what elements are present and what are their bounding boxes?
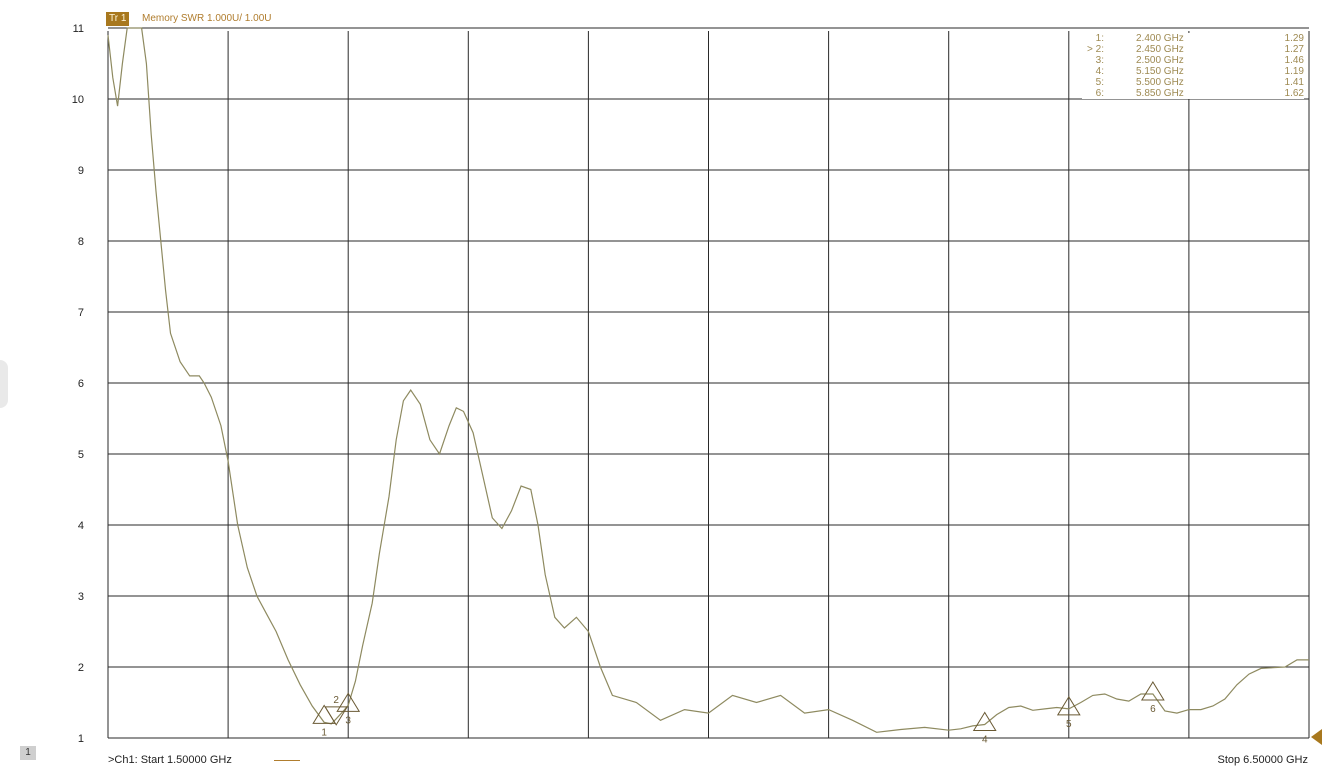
marker-table: 1: 2.400 GHz 1.29 > 2: 2.450 GHz 1.27 3:… — [1082, 33, 1304, 99]
marker-frequency: 2.450 GHz — [1136, 44, 1184, 55]
grid-lines — [107, 27, 1310, 739]
marker-row[interactable]: 3: 2.500 GHz 1.46 — [1082, 55, 1304, 66]
y-axis-ticks: 1 2 3 4 5 6 7 8 9 10 11 — [72, 23, 84, 745]
marker-row[interactable]: 4: 5.150 GHz 1.19 — [1082, 66, 1304, 77]
swr-trace-line — [107, 27, 1309, 733]
marker-label: 5 — [1066, 719, 1072, 730]
marker-label: 1 — [321, 727, 327, 738]
marker-frequency: 5.500 GHz — [1136, 77, 1184, 88]
marker-triangle[interactable] — [1140, 681, 1165, 701]
trace-title: Memory SWR 1.000U/ 1.00U — [142, 13, 272, 24]
marker-frequency: 5.150 GHz — [1136, 66, 1184, 77]
stop-frequency-label[interactable]: Stop 6.50000 GHz — [1217, 754, 1308, 766]
marker-value: 1.46 — [1284, 55, 1304, 66]
marker-triangle[interactable] — [336, 692, 361, 712]
y-tick-label: 4 — [78, 520, 84, 532]
trace-legend-line — [274, 760, 300, 761]
y-tick-label: 3 — [78, 591, 84, 603]
y-tick-label: 9 — [78, 165, 84, 177]
channel-number-box[interactable]: 1 — [20, 746, 36, 760]
marker-frequency: 2.400 GHz — [1136, 33, 1184, 44]
marker-row[interactable]: 6: 5.850 GHz 1.62 — [1082, 88, 1304, 99]
marker-index: 6: — [1095, 88, 1104, 99]
marker-triangle[interactable] — [972, 711, 997, 732]
marker-row[interactable]: > 2: 2.450 GHz 1.27 — [1082, 44, 1304, 55]
marker-frequency: 2.500 GHz — [1136, 55, 1184, 66]
marker-label: 4 — [982, 735, 988, 746]
marker-index: 4: — [1095, 66, 1104, 77]
marker-label: 2 — [333, 695, 339, 706]
y-tick-label: 11 — [73, 23, 84, 35]
marker-label: 6 — [1150, 704, 1156, 715]
y-tick-label: 7 — [78, 307, 84, 319]
marker-value: 1.29 — [1284, 33, 1304, 44]
y-tick-label: 5 — [78, 449, 84, 461]
marker-row[interactable]: 1: 2.400 GHz 1.29 — [1082, 33, 1304, 44]
marker-index: 5: — [1095, 77, 1104, 88]
trace-badge[interactable]: Tr 1 — [106, 12, 130, 26]
marker-value: 1.19 — [1284, 66, 1304, 77]
marker-row[interactable]: 5: 5.500 GHz 1.41 — [1082, 77, 1304, 88]
start-frequency-label[interactable]: >Ch1: Start 1.50000 GHz — [108, 754, 232, 766]
marker-value: 1.41 — [1284, 77, 1304, 88]
marker-triangle[interactable] — [324, 706, 349, 726]
y-tick-label: 8 — [78, 236, 84, 248]
y-tick-label: 10 — [72, 94, 84, 106]
marker-value: 1.27 — [1284, 44, 1304, 55]
marker-triangle[interactable] — [1056, 695, 1081, 716]
y-tick-label: 6 — [78, 378, 84, 390]
marker-index: 1: — [1095, 33, 1104, 44]
marker-frequency: 5.850 GHz — [1136, 88, 1184, 99]
marker-label: 3 — [345, 715, 351, 726]
y-tick-label: 1 — [78, 733, 84, 745]
y-tick-label: 2 — [78, 662, 84, 674]
marker-index: 3: — [1095, 55, 1104, 66]
marker-triangle[interactable] — [312, 704, 337, 724]
marker-value: 1.62 — [1284, 88, 1304, 99]
trace-end-pointer — [1311, 729, 1322, 745]
marker-index: > 2: — [1087, 44, 1104, 55]
side-panel-handle[interactable] — [0, 360, 8, 408]
